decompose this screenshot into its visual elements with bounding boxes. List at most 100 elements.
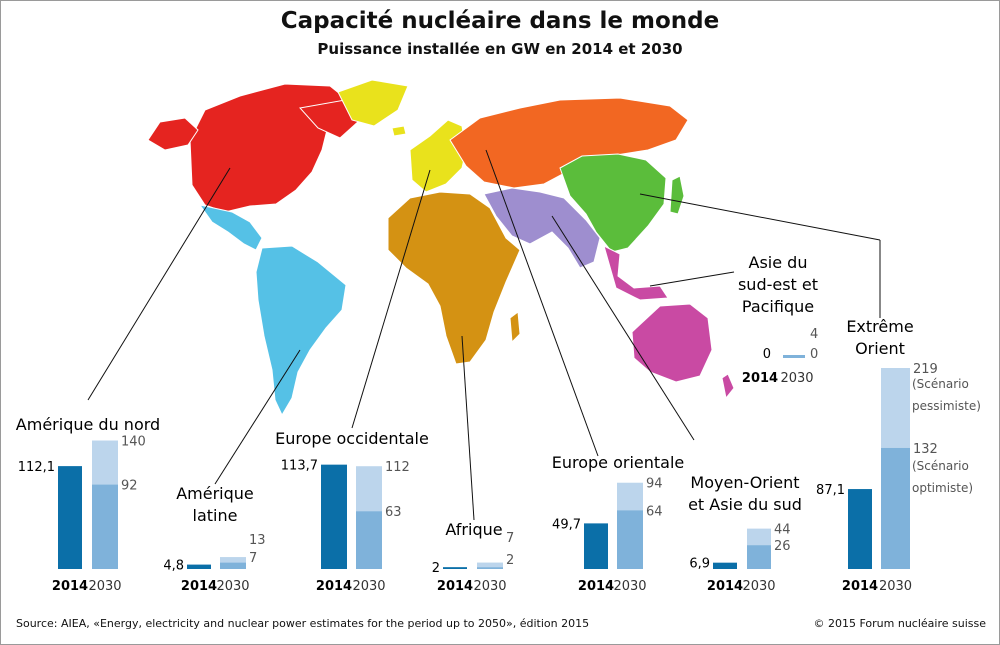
africa-shape (387, 191, 521, 365)
region-label-we: Europe occidentale (275, 429, 429, 448)
bar-2030-low (617, 510, 643, 569)
value-label-2014: 113,7 (281, 459, 318, 474)
value-label-2030-high: 44 (774, 523, 791, 538)
region-label-sea: Pacifique (742, 297, 814, 316)
x-tick-2014: 2014 (316, 579, 352, 594)
annotation-optimiste: (Scénario (912, 459, 969, 473)
x-tick-2014: 2014 (842, 579, 878, 594)
region-label-ee: Europe orientale (552, 453, 685, 472)
leader-line (649, 271, 735, 287)
bar-2014 (58, 466, 82, 569)
region-label-me: Moyen-Orient (690, 473, 799, 492)
australia-shape (631, 303, 713, 383)
value-label-2014: 2 (432, 561, 440, 576)
value-label-2014: 4,8 (163, 559, 184, 574)
bar-2014 (321, 464, 347, 569)
annotation-pessimiste: (Scénario (912, 377, 969, 391)
x-tick-2014: 2014 (52, 579, 88, 594)
bar-2030-high (92, 440, 118, 485)
bar-2014 (187, 564, 211, 569)
value-label-2014: 0 (763, 347, 771, 362)
x-tick-2030: 2030 (780, 371, 813, 386)
bar-2030-high (356, 466, 382, 512)
x-tick-2030: 2030 (879, 579, 912, 594)
value-label-2014: 49,7 (552, 517, 581, 532)
value-label-2030-low: 132 (913, 442, 938, 457)
bar-2014 (848, 489, 872, 569)
value-label-2030-high: 140 (121, 435, 146, 450)
value-label-2030-high: 94 (646, 477, 663, 492)
region-label-me: et Asie du sud (688, 495, 802, 514)
value-label-2030-low: 26 (774, 539, 791, 554)
bar-2030-high (747, 528, 771, 546)
bar-2030-high (220, 557, 246, 563)
region-label-fe: Orient (855, 339, 905, 358)
x-tick-2014: 2014 (181, 579, 217, 594)
leader-line (87, 167, 231, 401)
x-tick-2014: 2014 (437, 579, 473, 594)
value-label-2014: 112,1 (18, 460, 55, 475)
far-east-shape (559, 153, 667, 253)
bar-2014 (713, 562, 737, 569)
bar-2030-low (220, 562, 246, 569)
world-map (147, 79, 735, 417)
x-tick-2014: 2014 (742, 371, 778, 386)
value-label-2030-high: 112 (385, 460, 410, 475)
region-label-la: Amérique (176, 484, 254, 503)
x-tick-2030: 2030 (742, 579, 775, 594)
north-america-shape (189, 83, 346, 213)
iceland-shape (391, 125, 407, 137)
value-label-2030-high: 219 (913, 362, 938, 377)
annotation-optimiste: optimiste) (912, 481, 973, 495)
region-label-fe: Extrême (846, 317, 913, 336)
north-america-shape (299, 99, 361, 139)
value-label-2030-high: 7 (506, 531, 514, 546)
region-label-la: latine (193, 506, 238, 525)
value-label-2030-low: 64 (646, 504, 663, 519)
leader-line (639, 193, 881, 241)
region-label-na: Amérique du nord (16, 415, 160, 434)
new-zealand-shape (721, 373, 735, 400)
south-america-shape (255, 245, 347, 417)
bar-2030-high (617, 482, 643, 511)
bar-2030-low (92, 484, 118, 569)
bar-2030-low (747, 545, 771, 569)
madagascar-shape (509, 311, 521, 344)
x-tick-2030: 2030 (352, 579, 385, 594)
north-america-shape (147, 117, 199, 151)
region-label-sea: sud-est et (738, 275, 818, 294)
leader-line (485, 149, 599, 457)
leader-line (461, 335, 475, 521)
bar-2014 (584, 523, 608, 569)
copyright-note: © 2015 Forum nucléaire suisse (813, 617, 986, 630)
bar-2030-low (356, 511, 382, 569)
value-label-2030-low: 7 (249, 551, 257, 566)
x-tick-2030: 2030 (473, 579, 506, 594)
western-europe-shape (409, 119, 467, 193)
leader-line (351, 169, 431, 429)
chart-title: Capacité nucléaire dans le monde (280, 8, 720, 34)
value-label-2014: 6,9 (689, 557, 710, 572)
bar-2014 (443, 567, 467, 569)
middle-east-south-asia-shape (483, 187, 601, 269)
southeast-asia-shape (603, 245, 669, 301)
x-tick-2030: 2030 (88, 579, 121, 594)
value-label-2030-low: 0 (810, 347, 818, 362)
bar-2030-low (783, 355, 805, 358)
central-america-shape (198, 204, 263, 251)
japan-shape (669, 175, 685, 215)
chart-subtitle: Puissance installée en GW en 2014 et 203… (317, 40, 683, 58)
value-label-2030-low: 63 (385, 505, 402, 520)
x-tick-2030: 2030 (613, 579, 646, 594)
greenland-shape (337, 79, 409, 127)
bar-2030-high (477, 562, 503, 568)
bar-2030-high (881, 368, 910, 448)
value-label-2030-low: 2 (506, 553, 514, 568)
bar-2030-low (477, 567, 503, 569)
value-label-2030-low: 92 (121, 479, 138, 494)
leader-line (214, 349, 301, 485)
annotation-pessimiste: pessimiste) (912, 399, 981, 413)
value-label-2030-high: 4 (810, 327, 818, 342)
x-tick-2014: 2014 (578, 579, 614, 594)
